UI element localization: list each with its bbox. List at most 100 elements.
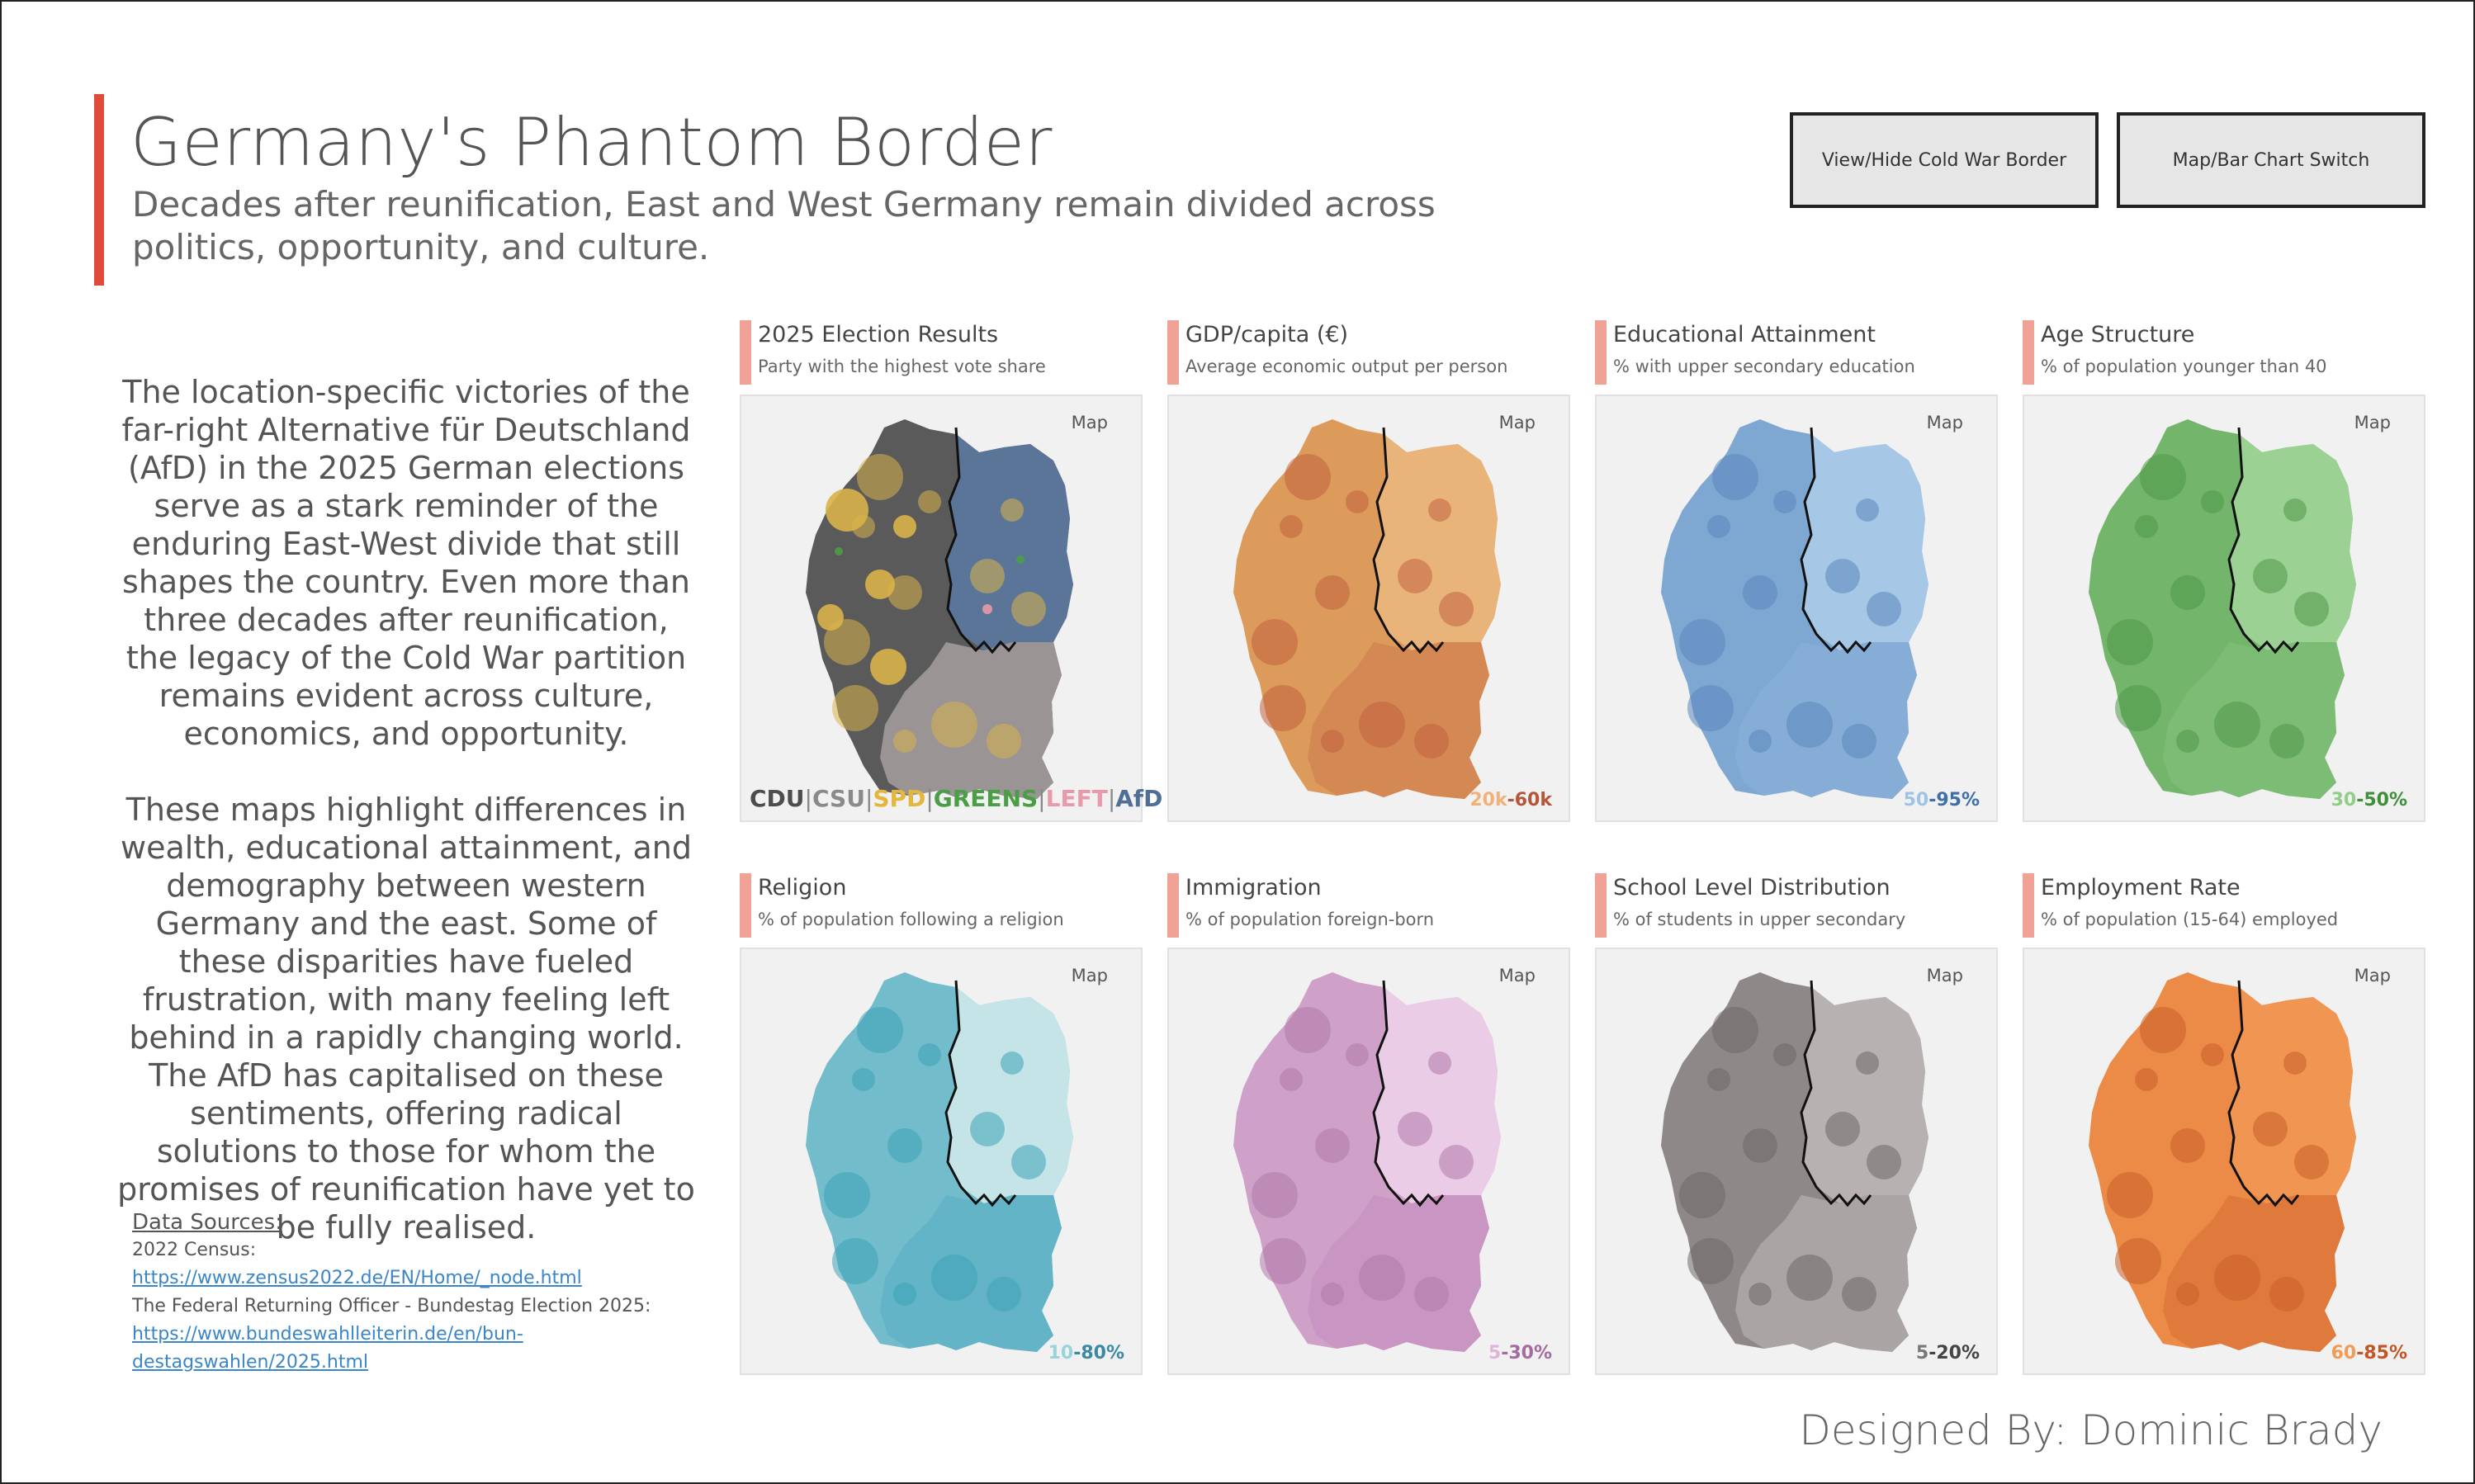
panel-title: 2025 Election Results [758,322,999,347]
party-legend-item[interactable]: SPD [873,785,926,812]
party-win-area [870,649,906,685]
germany-map[interactable] [1595,948,1998,1375]
germany-map[interactable] [2023,948,2425,1375]
district-shade [2170,575,2205,610]
district-shade [1001,1052,1024,1075]
germany-map[interactable] [1167,948,1570,1375]
district-shade [2283,499,2307,522]
range-high: -85% [2356,1343,2407,1363]
germany-map[interactable] [740,948,1143,1375]
district-shade [2135,515,2158,538]
district-shade [2115,685,2161,731]
germany-map[interactable] [2023,395,2425,822]
district-shade [987,724,1021,759]
party-legend-item[interactable]: CDU [750,785,805,812]
germany-map[interactable] [1167,395,1570,822]
east-region [1801,987,1928,1203]
district-shade [918,490,941,513]
cold-war-border [1372,980,1445,1208]
election-source-link[interactable]: https://www.bundeswahlleiterin.de/en/bun… [132,1324,523,1373]
party-legend-item[interactable]: LEFT [1045,785,1108,812]
district-shade [2294,1145,2329,1179]
district-shade [2107,1172,2153,1218]
panel-subtitle: % of population foreign-born [1185,910,1435,929]
district-shade [1252,619,1298,665]
district-shade [1011,592,1046,626]
district-shade [1842,1277,1876,1311]
district-shade [857,1007,903,1053]
district-shade [2214,702,2260,748]
panel-title: School Level Distribution [1613,875,1891,900]
panel-title: Age Structure [2041,322,2195,347]
map-bar-switch-button[interactable]: Map/Bar Chart Switch [2117,112,2425,208]
data-sources-heading: Data Sources: [132,1210,282,1235]
cold-war-border [944,980,1017,1208]
district-shade [1001,499,1024,522]
panel-subtitle: % of population younger than 40 [2041,357,2327,376]
legend-separator: | [1038,785,1046,812]
map-panel[interactable]: Religion % of population following a rel… [740,873,1143,1375]
district-shade [1428,1052,1451,1075]
germany-map[interactable] [740,395,1143,822]
map-panel[interactable]: School Level Distribution % of students … [1595,873,1998,1375]
district-shade [1712,454,1758,500]
panel-subtitle: % of population (15-64) employed [2041,910,2339,929]
range-high: -60k [1507,790,1552,811]
district-shade [1786,1255,1833,1301]
district-shade [1315,575,1350,610]
map-panel[interactable]: Immigration % of population foreign-born… [1167,873,1570,1375]
district-shade [970,559,1005,593]
east-region [946,987,1073,1203]
district-shade [1773,1043,1796,1066]
range-high: -95% [1928,790,1980,811]
range-low: 20k [1469,790,1507,811]
map-label: Map [1071,413,1108,432]
district-shade [1359,1255,1405,1301]
district-shade [2283,1052,2307,1075]
map-label: Map [2354,413,2391,432]
district-shade [852,1068,875,1091]
germany-map[interactable] [1595,395,1998,822]
range-high: -80% [1073,1343,1124,1363]
range-low: 50 [1903,790,1929,811]
cold-war-border [2227,980,2300,1208]
census-source-link[interactable]: https://www.zensus2022.de/EN/Home/_node.… [132,1268,582,1288]
map-panel[interactable]: Employment Rate % of population (15-64) … [2023,873,2425,1375]
district-shade [1414,1277,1449,1311]
toggle-border-button[interactable]: View/Hide Cold War Border [1790,112,2099,208]
map-panel[interactable]: Age Structure % of population younger th… [2023,320,2425,822]
district-shade [824,1172,870,1218]
district-shade [832,685,878,731]
map-panel[interactable]: GDP/capita (€) Average economic output p… [1167,320,1570,822]
map-label: Map [1071,966,1108,985]
census-source-label: 2022 Census: [132,1240,257,1260]
district-shade [887,575,922,610]
district-shade [2269,1277,2304,1311]
cold-war-border [944,427,1017,655]
map-panel[interactable]: 2025 Election Results Party with the hig… [740,320,1162,822]
district-shade [2135,1068,2158,1091]
title-accent-bar [94,94,104,286]
east-region [2229,987,2356,1203]
range-low: 5 [1915,1343,1929,1363]
district-shade [1398,1112,1432,1146]
district-shade [2140,454,2186,500]
range-low: 60 [2331,1343,2357,1363]
map-panel[interactable]: Educational Attainment % with upper seco… [1595,320,1998,822]
color-range-legend: 30-50% [2331,790,2407,811]
party-legend-item[interactable]: AfD [1115,785,1163,812]
district-shade [1856,499,1879,522]
panel-title: Religion [758,875,847,900]
district-shade [931,1255,977,1301]
cold-war-border [1800,427,1872,655]
panel-accent-bar [1595,873,1607,938]
district-shade [887,1128,922,1163]
party-legend: CDU|CSU|SPD|GREENS|LEFT|AfD [750,785,1162,812]
party-legend-item[interactable]: CSU [812,785,865,812]
legend-separator: | [925,785,934,812]
party-legend-item[interactable]: GREENS [933,785,1039,812]
district-shade [2201,490,2224,513]
panel-title: Educational Attainment [1613,322,1876,347]
district-shade [1687,685,1734,731]
